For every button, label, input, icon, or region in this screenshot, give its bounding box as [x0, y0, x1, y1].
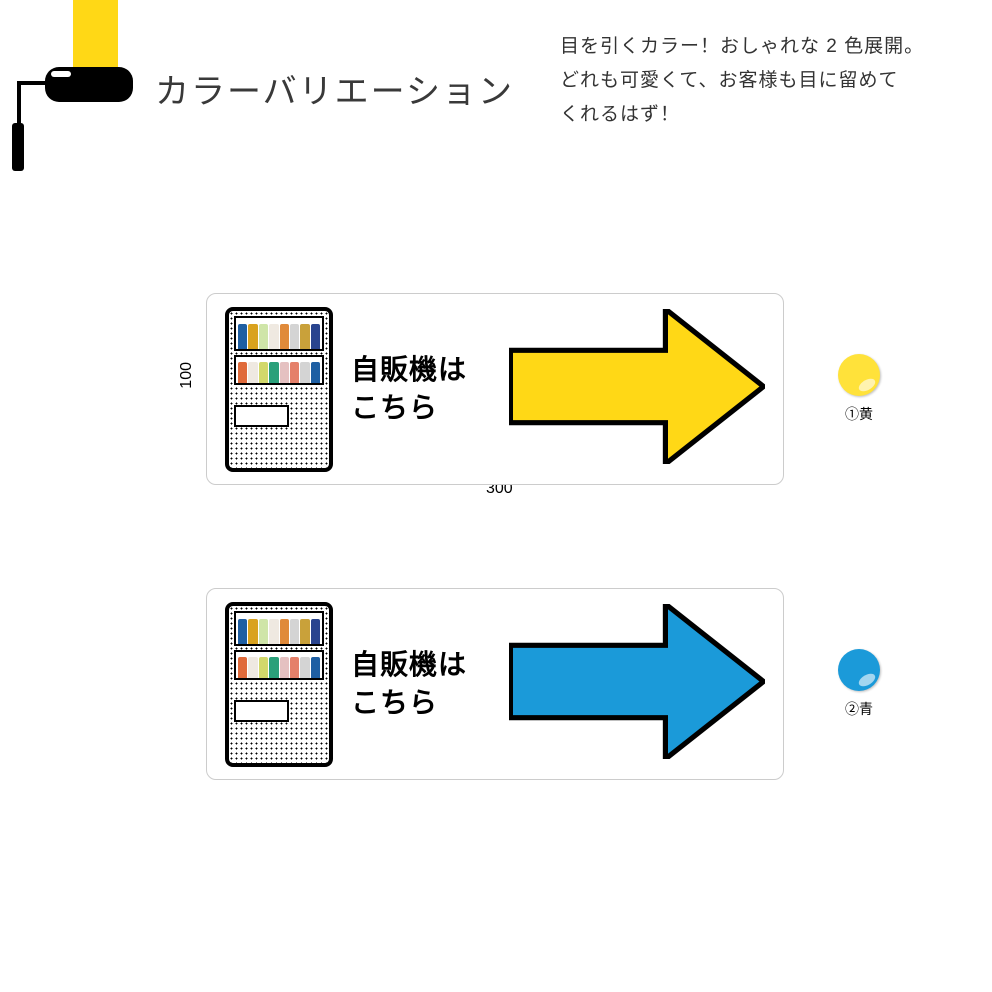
description-line: どれも可愛くて、お客様も目に留めて — [560, 64, 924, 98]
sign-text-line: こちら — [351, 389, 467, 427]
variant-row-blue: 自販機は こちら ②青 — [206, 588, 880, 780]
vm-panel — [234, 700, 289, 722]
sign-text-line: こちら — [351, 684, 467, 722]
color-swatch — [838, 649, 880, 691]
description-line: 目を引くカラー！おしゃれな 2 色展開。 — [560, 30, 924, 64]
swatch-block: ①黄 — [838, 354, 880, 424]
vm-shelf — [234, 316, 324, 351]
vm-shelf — [234, 650, 324, 680]
arrow-icon — [509, 604, 765, 764]
dimension-height-label: 100 — [178, 362, 196, 389]
sign-card: 自販機は こちら — [206, 293, 784, 485]
vending-machine-icon — [225, 307, 333, 472]
sign-text-line: 自販機は — [351, 646, 467, 684]
section-title: カラーバリエーション — [155, 64, 514, 113]
vm-shelf — [234, 355, 324, 385]
sign-text: 自販機は こちら — [351, 351, 467, 427]
section-description: 目を引くカラー！おしゃれな 2 色展開。 どれも可愛くて、お客様も目に留めて く… — [560, 30, 924, 133]
color-swatch — [838, 354, 880, 396]
sign-text: 自販機は こちら — [351, 646, 467, 722]
vm-panel — [234, 405, 289, 427]
sign-text-line: 自販機は — [351, 351, 467, 389]
description-line: くれるはず！ — [560, 98, 924, 132]
sign-card: 自販機は こちら — [206, 588, 784, 780]
paint-roller-icon — [45, 67, 133, 102]
variant-row-yellow: 自販機は こちら ①黄 — [206, 293, 880, 485]
vm-shelf — [234, 611, 324, 646]
swatch-label: ②青 — [845, 699, 873, 719]
vending-machine-icon — [225, 602, 333, 767]
arrow-icon — [509, 309, 765, 469]
swatch-label: ①黄 — [845, 404, 873, 424]
swatch-block: ②青 — [838, 649, 880, 719]
